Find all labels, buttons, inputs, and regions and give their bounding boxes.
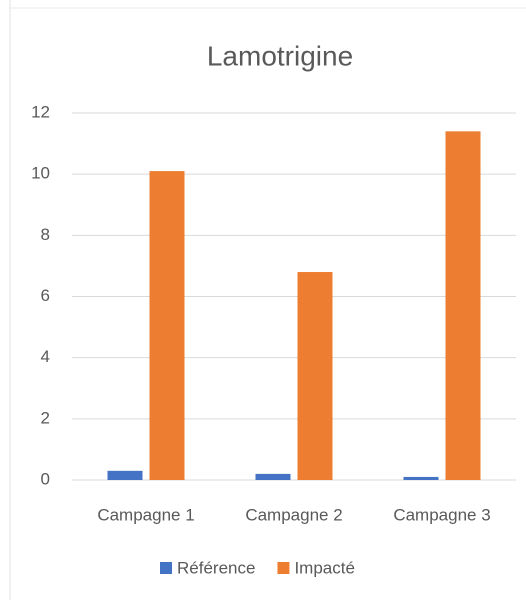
x-tick-label: Campagne 3 [393,505,490,524]
bar [107,470,143,480]
legend-label: Impacté [294,558,354,577]
chart-title: Lamotrigine [207,40,353,71]
y-tick-label: 6 [41,286,50,305]
bar [445,131,481,480]
bar [255,473,291,480]
legend-swatch [160,562,172,574]
legend-label: Référence [177,558,255,577]
x-tick-label: Campagne 2 [245,505,342,524]
bar [403,476,439,480]
legend-swatch [277,562,290,574]
y-tick-label: 8 [41,225,50,244]
x-tick-label: Campagne 1 [97,505,194,524]
y-tick-label: 2 [41,408,50,427]
y-tick-label: 12 [31,102,50,121]
y-tick-label: 4 [41,347,50,366]
bar [149,171,185,480]
y-tick-label: 0 [41,469,50,488]
y-tick-label: 10 [31,164,50,183]
bar [297,272,333,480]
